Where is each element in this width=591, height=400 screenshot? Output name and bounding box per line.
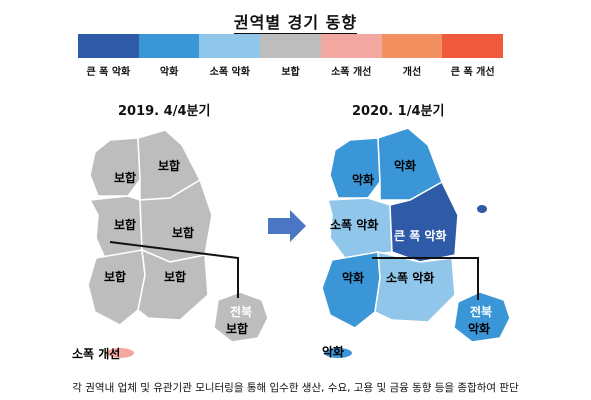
left-jeonbuk-name: 전북: [230, 304, 252, 319]
left-map: [87, 129, 269, 358]
left-label-r6: 보합: [164, 269, 186, 284]
left-jeju: [106, 348, 134, 358]
legend-color-bar: [78, 34, 504, 58]
legend-labels: 큰 폭 악화 악화 소폭 악화 보합 소폭 개선 개선 큰 폭 개선: [78, 63, 503, 78]
left-jeonbuk-inset: [213, 291, 269, 343]
right-dokdo-island: [477, 205, 487, 213]
right-region-6: [374, 251, 456, 323]
right-region-5: [321, 251, 381, 329]
legend-swatch-slight-worse: [199, 34, 261, 58]
right-label-r1: 악화: [352, 172, 374, 187]
left-label-r2: 보합: [158, 158, 180, 173]
legend-label: 큰 폭 개선: [450, 67, 495, 78]
right-callout-line: [372, 257, 479, 300]
legend-swatch-big-worse: [78, 34, 139, 58]
left-jeju-label: 소폭 개선: [72, 346, 120, 361]
right-label-r5: 악화: [342, 270, 364, 285]
right-jeju-label: 악화: [322, 344, 344, 359]
left-map-period: 2019. 4/4분기: [118, 104, 211, 119]
footer-note: 각 권역내 업체 및 유관기관 모니터링을 통해 입수한 생산, 수요, 고용 …: [72, 382, 519, 394]
right-map-period: 2020. 1/4분기: [352, 104, 445, 119]
left-label-r1: 보합: [114, 170, 136, 185]
left-region-6: [137, 248, 209, 321]
legend-swatch-worse: [138, 34, 200, 58]
right-region-1: [329, 137, 381, 199]
right-region-4: [389, 180, 459, 263]
right-jeonbuk-status: 악화: [468, 321, 490, 336]
legend-label: 악화: [159, 67, 179, 78]
right-jeju: [324, 348, 352, 358]
right-jeonbuk-inset: [453, 291, 511, 343]
legend-label: 개선: [402, 67, 422, 78]
right-label-r4: 큰 폭 악화: [394, 228, 447, 243]
right-jeonbuk-name: 전북: [470, 304, 492, 319]
legend-swatch-slight-better: [320, 34, 382, 58]
left-jeonbuk-status: 보합: [226, 321, 248, 336]
legend-swatch-big-better: [442, 34, 504, 58]
transition-arrow: [268, 210, 306, 242]
left-region-1: [89, 137, 141, 197]
chart-title: 권역별 경기 동향: [0, 9, 591, 35]
left-label-r3: 보합: [114, 217, 136, 232]
left-callout-line: [109, 241, 239, 298]
left-region-5: [87, 249, 146, 326]
legend-swatch-better: [381, 34, 443, 58]
right-label-r2: 악화: [394, 158, 416, 173]
right-label-r3: 소폭 악화: [330, 217, 378, 232]
legend-label: 소폭 악화: [209, 67, 250, 78]
legend-swatch-flat: [260, 34, 321, 58]
legend-label: 보합: [281, 67, 300, 78]
left-label-r4: 보합: [172, 225, 194, 240]
legend-label: 소폭 개선: [331, 67, 372, 78]
right-map: [321, 127, 511, 358]
right-label-r6: 소폭 악화: [386, 270, 434, 285]
legend-label: 큰 폭 악화: [86, 67, 131, 78]
left-label-r5: 보합: [104, 269, 126, 284]
